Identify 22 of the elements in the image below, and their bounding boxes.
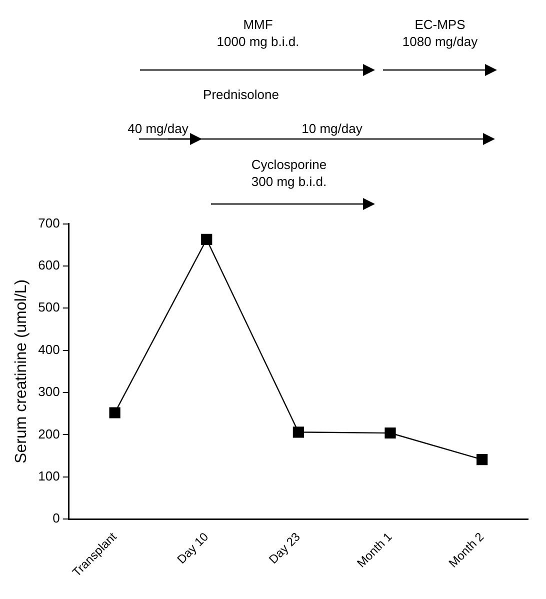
text: EC-MPS 1080 mg/day — [401, 16, 479, 50]
text: 10 mg/day — [300, 120, 364, 137]
text: Cyclosporine 300 mg b.i.d. — [250, 156, 328, 190]
y-tick-label: 0 — [52, 510, 60, 526]
text: MMF 1000 mg b.i.d. — [216, 16, 300, 50]
x-tick-label: Day 23 — [266, 529, 304, 566]
point — [292, 426, 304, 438]
text: Prednisolone — [202, 86, 280, 103]
point — [109, 407, 120, 418]
x-tick-label: Day 10 — [174, 529, 212, 566]
y-tick-label: 400 — [38, 342, 60, 357]
y-tick-label: 500 — [38, 300, 60, 315]
y-tick-label: 600 — [38, 258, 60, 273]
point — [384, 427, 396, 439]
y-tick-label: 700 — [38, 215, 60, 230]
y-tick-label: 200 — [38, 426, 60, 442]
y-tick-label: 300 — [38, 384, 60, 400]
point — [201, 234, 212, 245]
y-axis-title: Serum creatinine (umol/L) — [13, 279, 30, 464]
point — [476, 454, 488, 466]
text: 40 mg/day — [126, 120, 190, 137]
y-tick-label: 100 — [38, 468, 60, 484]
